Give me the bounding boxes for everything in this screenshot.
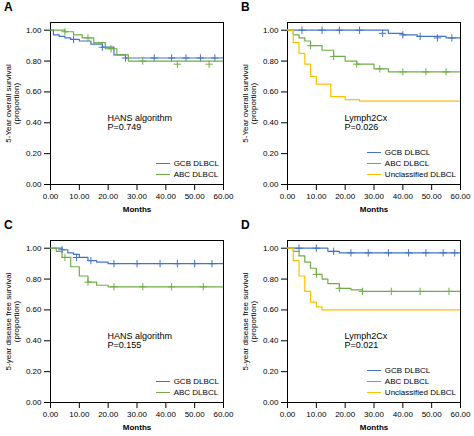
- html-text:D: D: [241, 218, 250, 232]
- html-text:ABC DLBCL: ABC DLBCL: [173, 388, 219, 397]
- svg-text:0.40: 0.40: [263, 118, 279, 127]
- svg-text:0.60: 0.60: [263, 87, 279, 96]
- svg-text:30.00: 30.00: [127, 192, 148, 201]
- svg-text:0.40: 0.40: [26, 336, 42, 345]
- svg-text:40.00: 40.00: [393, 410, 414, 419]
- html-text:GCB DLBCL: GCB DLBCL: [173, 377, 219, 386]
- html-text:ABC DLBCL: ABC DLBCL: [384, 159, 430, 168]
- svg-text:0.80: 0.80: [263, 57, 279, 66]
- html-text:Unclassified DLBCL: Unclassified DLBCL: [384, 388, 456, 397]
- svg-text:0.60: 0.60: [26, 305, 42, 314]
- svg-text:60.00: 60.00: [213, 410, 234, 419]
- svg-text:10.00: 10.00: [69, 192, 90, 201]
- svg-text:Months: Months: [123, 205, 152, 214]
- svg-text:60.00: 60.00: [450, 192, 471, 201]
- svg-text:10.00: 10.00: [69, 410, 90, 419]
- svg-text:10.00: 10.00: [306, 410, 327, 419]
- svg-text:0.80: 0.80: [26, 275, 42, 284]
- svg-text:1.00: 1.00: [26, 26, 42, 35]
- svg-text:Months: Months: [360, 423, 389, 432]
- svg-text:0.00: 0.00: [263, 180, 279, 189]
- svg-text:0.20: 0.20: [26, 367, 42, 376]
- html-text:B: B: [241, 0, 250, 14]
- svg-text:0.60: 0.60: [26, 87, 42, 96]
- svg-text:30.00: 30.00: [364, 410, 385, 419]
- svg-text:20.00: 20.00: [335, 192, 356, 201]
- svg-text:0.20: 0.20: [26, 149, 42, 158]
- svg-text:60.00: 60.00: [213, 192, 234, 201]
- svg-text:0.00: 0.00: [263, 398, 279, 407]
- svg-text:Months: Months: [360, 205, 389, 214]
- svg-text:30.00: 30.00: [364, 192, 385, 201]
- svg-text:50.00: 50.00: [422, 410, 443, 419]
- svg-text:HANS algorithmP=0.155: HANS algorithmP=0.155: [108, 331, 173, 350]
- svg-text:40.00: 40.00: [393, 192, 414, 201]
- svg-text:Lymph2CxP=0.021: Lymph2CxP=0.021: [345, 331, 388, 350]
- svg-text:HANS algorithmP=0.749: HANS algorithmP=0.749: [108, 113, 173, 132]
- svg-text:0.00: 0.00: [43, 192, 59, 201]
- svg-text:1.00: 1.00: [263, 26, 279, 35]
- svg-text:0.40: 0.40: [263, 336, 279, 345]
- svg-text:0.20: 0.20: [263, 149, 279, 158]
- html-text:C: C: [4, 218, 13, 232]
- svg-text:0.00: 0.00: [280, 410, 296, 419]
- svg-text:Lymph2CxP=0.026: Lymph2CxP=0.026: [345, 113, 388, 132]
- svg-text:0.60: 0.60: [263, 305, 279, 314]
- svg-text:50.00: 50.00: [185, 192, 206, 201]
- svg-text:Months: Months: [123, 423, 152, 432]
- svg-text:5-Year overall survival(propor: 5-Year overall survival(proportion): [4, 64, 21, 143]
- svg-text:0.20: 0.20: [263, 367, 279, 376]
- html-text:GCB DLBCL: GCB DLBCL: [384, 148, 431, 157]
- svg-text:10.00: 10.00: [306, 192, 327, 201]
- html-text:ABC DLBCL: ABC DLBCL: [384, 377, 430, 386]
- html-text:A: A: [4, 0, 13, 14]
- svg-text:0.00: 0.00: [280, 192, 296, 201]
- svg-text:50.00: 50.00: [422, 192, 443, 201]
- html-text:GCB DLBCL: GCB DLBCL: [173, 159, 219, 168]
- svg-text:5-year disease free survival(p: 5-year disease free survival(proportion): [241, 272, 258, 370]
- svg-text:0.00: 0.00: [26, 180, 42, 189]
- svg-text:50.00: 50.00: [185, 410, 206, 419]
- svg-text:0.00: 0.00: [43, 410, 59, 419]
- svg-text:0.40: 0.40: [26, 118, 42, 127]
- svg-text:0.80: 0.80: [26, 57, 42, 66]
- svg-text:0.00: 0.00: [26, 398, 42, 407]
- svg-text:20.00: 20.00: [98, 192, 119, 201]
- html-text:Unclassified DLBCL: Unclassified DLBCL: [384, 170, 456, 179]
- svg-text:5-year disease free survival(p: 5-year disease free survival(proportion): [4, 272, 21, 370]
- html-text:GCB DLBCL: GCB DLBCL: [384, 366, 431, 375]
- svg-text:20.00: 20.00: [98, 410, 119, 419]
- svg-text:40.00: 40.00: [156, 410, 177, 419]
- svg-text:1.00: 1.00: [263, 244, 279, 253]
- html-text:ABC DLBCL: ABC DLBCL: [173, 170, 219, 179]
- svg-text:40.00: 40.00: [156, 192, 177, 201]
- svg-text:0.80: 0.80: [263, 275, 279, 284]
- svg-text:1.00: 1.00: [26, 244, 42, 253]
- svg-text:30.00: 30.00: [127, 410, 148, 419]
- svg-text:5-Year overall survival(propor: 5-Year overall survival(proportion): [241, 64, 258, 143]
- svg-text:20.00: 20.00: [335, 410, 356, 419]
- svg-text:60.00: 60.00: [450, 410, 471, 419]
